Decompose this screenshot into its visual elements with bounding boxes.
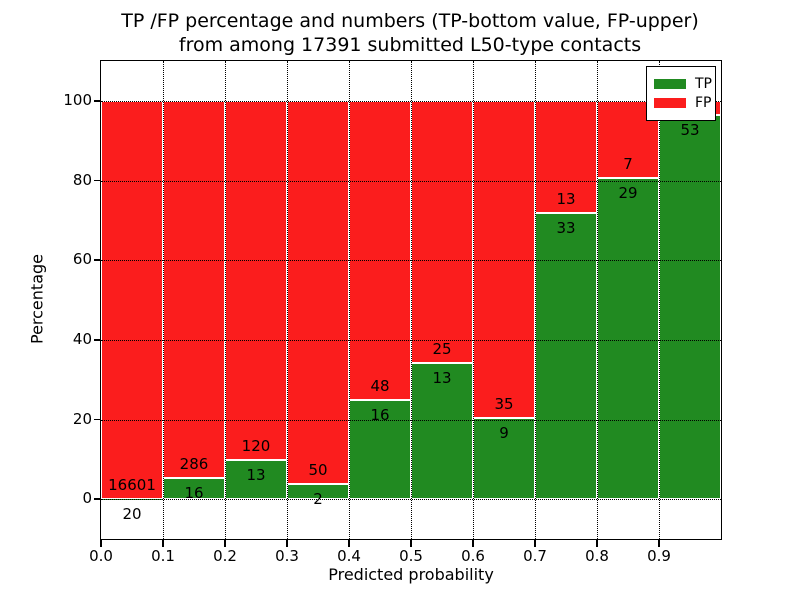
bar-label-fp: 286	[179, 455, 209, 474]
x-tick-mark	[658, 540, 660, 547]
bar-segment-fp	[473, 100, 535, 418]
legend-swatch-fp-icon	[654, 98, 686, 108]
legend-item-fp: FP	[654, 95, 712, 111]
y-tick-mark	[94, 339, 101, 341]
y-tick-mark	[94, 259, 101, 261]
bar-segment-fp	[411, 100, 473, 363]
y-tick-label: 60	[72, 250, 92, 269]
gridline-vertical	[597, 61, 598, 539]
gridline-vertical	[163, 61, 164, 539]
gridline-vertical	[535, 61, 536, 539]
x-tick-mark	[410, 540, 412, 547]
y-tick-mark	[94, 100, 101, 102]
x-tick-mark	[534, 540, 536, 547]
x-tick-label: 0.8	[585, 547, 609, 565]
plot-area: Predicted probability 16601 20 286 16 120 13 5…	[63, 60, 722, 584]
bar-label-tp: 13	[246, 466, 266, 485]
x-tick-label: 0.3	[275, 547, 299, 565]
legend: TP FP	[646, 66, 716, 121]
y-tick-label: 40	[72, 329, 92, 348]
gridline-vertical	[473, 61, 474, 539]
bar-label-tp: 53	[680, 121, 700, 140]
y-tick-label: 100	[63, 90, 92, 109]
x-tick-mark	[348, 540, 350, 547]
y-tick-mark	[94, 418, 101, 421]
x-tick-label: 0.0	[89, 547, 113, 565]
bar-label-tp: 29	[618, 184, 638, 203]
chart-title: TP /FP percentage and numbers (TP-bottom…	[100, 9, 720, 57]
chart-title-line1: TP /FP percentage and numbers (TP-bottom…	[121, 10, 699, 32]
bar-label-fp: 7	[623, 155, 633, 174]
x-tick-label: 0.5	[399, 547, 423, 565]
y-tick-mark	[94, 498, 101, 500]
bar-segment-tp	[411, 362, 473, 500]
bar-segment-tp	[535, 213, 597, 500]
bar-segment-fp	[163, 100, 225, 479]
y-tick-mark	[94, 179, 101, 182]
x-axis-label: Predicted probability	[328, 565, 494, 584]
legend-swatch-tp-icon	[654, 79, 686, 89]
y-axis-label: Percentage	[27, 253, 47, 345]
bar-label-fp: 50	[308, 460, 328, 479]
bar-segment-fp	[349, 100, 411, 400]
bar-label-tp: 16	[370, 405, 390, 424]
bar-label-fp: 35	[494, 394, 514, 413]
bar-label-fp: 48	[370, 376, 390, 395]
bar-segment-fp	[225, 100, 287, 461]
gridline-vertical	[287, 61, 288, 539]
gridline-vertical	[411, 61, 412, 539]
bar-label-fp: 16601	[108, 475, 156, 494]
x-tick-label: 0.9	[647, 547, 671, 565]
bar-label-fp: 13	[556, 190, 576, 209]
legend-item-tp: TP	[654, 76, 712, 92]
x-tick-label: 0.6	[461, 547, 485, 565]
bar-segment-fp	[101, 100, 163, 499]
chart-title-line2: from among 17391 submitted L50-type cont…	[178, 34, 642, 56]
x-tick-mark	[224, 540, 226, 547]
x-tick-label: 0.2	[213, 547, 237, 565]
y-tick-label: 80	[72, 170, 92, 189]
bar-label-tp: 20	[122, 504, 142, 523]
x-tick-mark	[286, 540, 288, 547]
bar-segment-fp	[535, 100, 597, 214]
bar-label-tp: 2	[313, 489, 323, 508]
x-tick-mark	[596, 540, 598, 547]
bar-label-fp: 25	[432, 339, 452, 358]
gridline-vertical	[349, 61, 350, 539]
bar-label-tp: 13	[432, 368, 452, 387]
bar-label-fp: 120	[241, 437, 271, 456]
gridline-vertical	[225, 61, 226, 539]
x-tick-label: 0.1	[151, 547, 175, 565]
y-tick-label: 20	[72, 409, 92, 428]
bar-segment-tp	[225, 460, 287, 500]
legend-label-tp: TP	[695, 76, 712, 92]
bar-label-tp: 33	[556, 219, 576, 238]
x-tick-mark	[472, 540, 474, 547]
x-tick-label: 0.4	[337, 547, 361, 565]
bar-segment-tp	[349, 399, 411, 500]
bar-label-tp: 16	[184, 484, 204, 503]
x-tick-mark	[100, 540, 102, 547]
bar-segment-tp	[597, 178, 659, 500]
bar-segment-fp	[287, 100, 349, 484]
legend-label-fp: FP	[695, 95, 712, 111]
x-tick-mark	[162, 540, 164, 547]
bar-segment-tp	[473, 417, 535, 500]
gridline-vertical	[659, 61, 660, 539]
bar-label-tp: 9	[499, 423, 509, 442]
y-tick-label: 0	[82, 489, 92, 508]
x-tick-label: 0.7	[523, 547, 547, 565]
bar-segment-tp	[659, 115, 721, 500]
